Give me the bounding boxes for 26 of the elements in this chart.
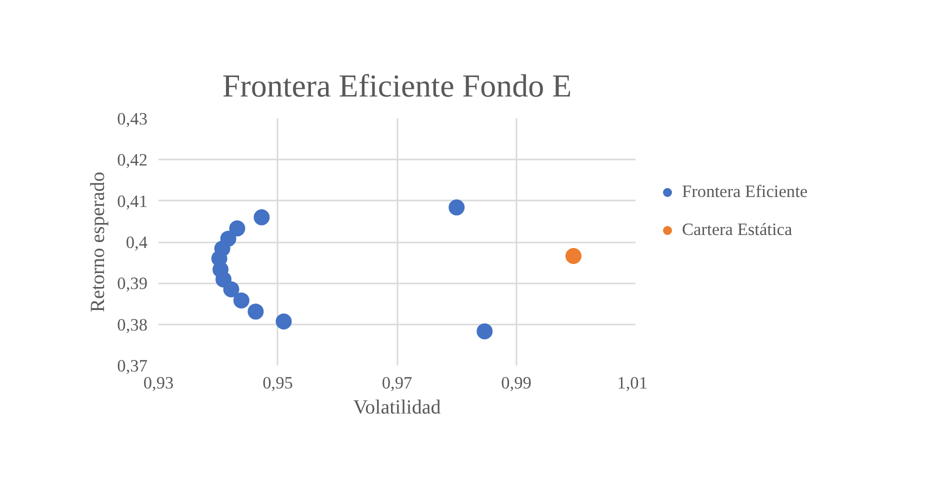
x-tick-label: 0,93 [143, 374, 174, 392]
chart-title: Frontera Eficiente Fondo E [222, 68, 572, 104]
point [229, 220, 246, 236]
x-tick-label: 0,97 [382, 374, 412, 392]
x-tick-label: 0,95 [262, 374, 293, 392]
x-axis-title: Volatilidad [353, 396, 441, 418]
y-axis-title: Retorno esperado [87, 172, 110, 312]
point [233, 292, 250, 308]
y-tick-label: 0,38 [117, 315, 148, 334]
y-tick-label: 0,42 [117, 150, 148, 170]
y-tick-label: 0,41 [117, 192, 148, 211]
point [223, 281, 240, 298]
x-tick-label: 1,01 [617, 374, 648, 392]
y-tick-label: 0,43 [117, 110, 148, 128]
point [565, 248, 582, 264]
legend-label: Cartera Estática [682, 220, 792, 240]
legend-label: Frontera Eficiente [682, 182, 808, 202]
y-tick-label: 0,4 [126, 233, 148, 252]
y-tick-label: 0,39 [117, 274, 148, 294]
x-tick-label: 0,99 [501, 374, 532, 392]
point [254, 209, 270, 226]
y-tick-label: 0,37 [117, 356, 148, 376]
point [248, 304, 264, 320]
point [448, 199, 465, 216]
point [276, 313, 292, 330]
point [476, 323, 493, 340]
